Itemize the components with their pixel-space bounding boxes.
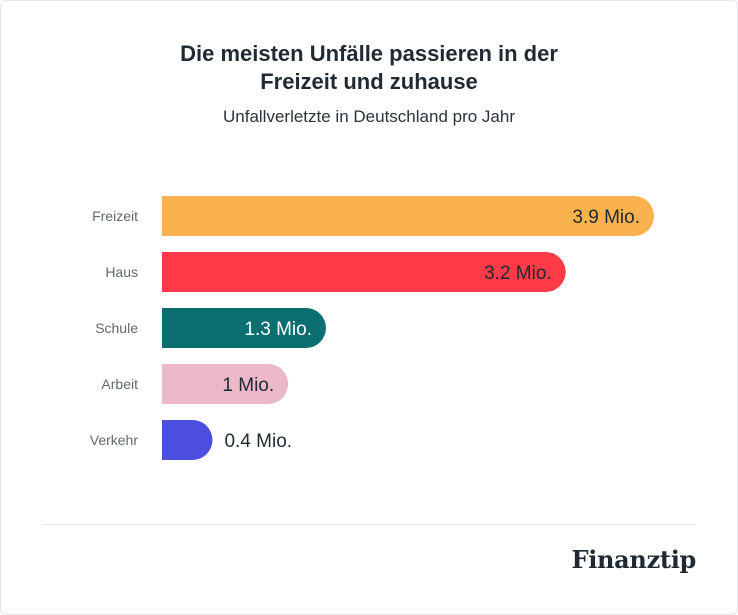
- bar-verkehr: [162, 420, 213, 460]
- bar-arbeit: [162, 364, 289, 404]
- chart-subtitle: Unfallverletzte in Deutschland pro Jahr: [223, 107, 515, 126]
- chart-title-line-2: Freizeit und zuhause: [260, 69, 478, 94]
- value-label-verkehr: 0.4 Mio.: [224, 431, 292, 452]
- category-label-verkehr: Verkehr: [90, 432, 139, 448]
- value-label-schule: 1.3 Mio.: [244, 319, 312, 340]
- footer-divider: [42, 524, 696, 525]
- value-label-arbeit: 1 Mio.: [222, 375, 274, 396]
- value-label-haus: 3.2 Mio.: [484, 263, 552, 284]
- category-label-haus: Haus: [105, 264, 138, 280]
- finanztip-logo: Finanztip: [571, 545, 696, 574]
- category-label-freizeit: Freizeit: [92, 208, 138, 224]
- chart-title: Die meisten Unfälle passieren in der Fre…: [0, 40, 738, 96]
- bar-schule: [162, 308, 326, 348]
- bar-freizeit: [162, 196, 654, 236]
- bar-haus: [162, 252, 566, 292]
- chart-title-line-1: Die meisten Unfälle passieren in der: [180, 41, 558, 66]
- value-label-freizeit: 3.9 Mio.: [572, 207, 640, 228]
- category-label-schule: Schule: [95, 320, 138, 336]
- category-label-arbeit: Arbeit: [101, 376, 138, 392]
